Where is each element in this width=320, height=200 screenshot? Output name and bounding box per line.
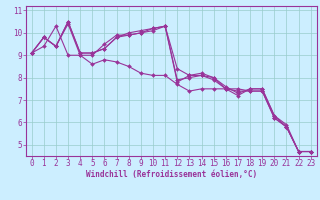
X-axis label: Windchill (Refroidissement éolien,°C): Windchill (Refroidissement éolien,°C)	[86, 170, 257, 179]
